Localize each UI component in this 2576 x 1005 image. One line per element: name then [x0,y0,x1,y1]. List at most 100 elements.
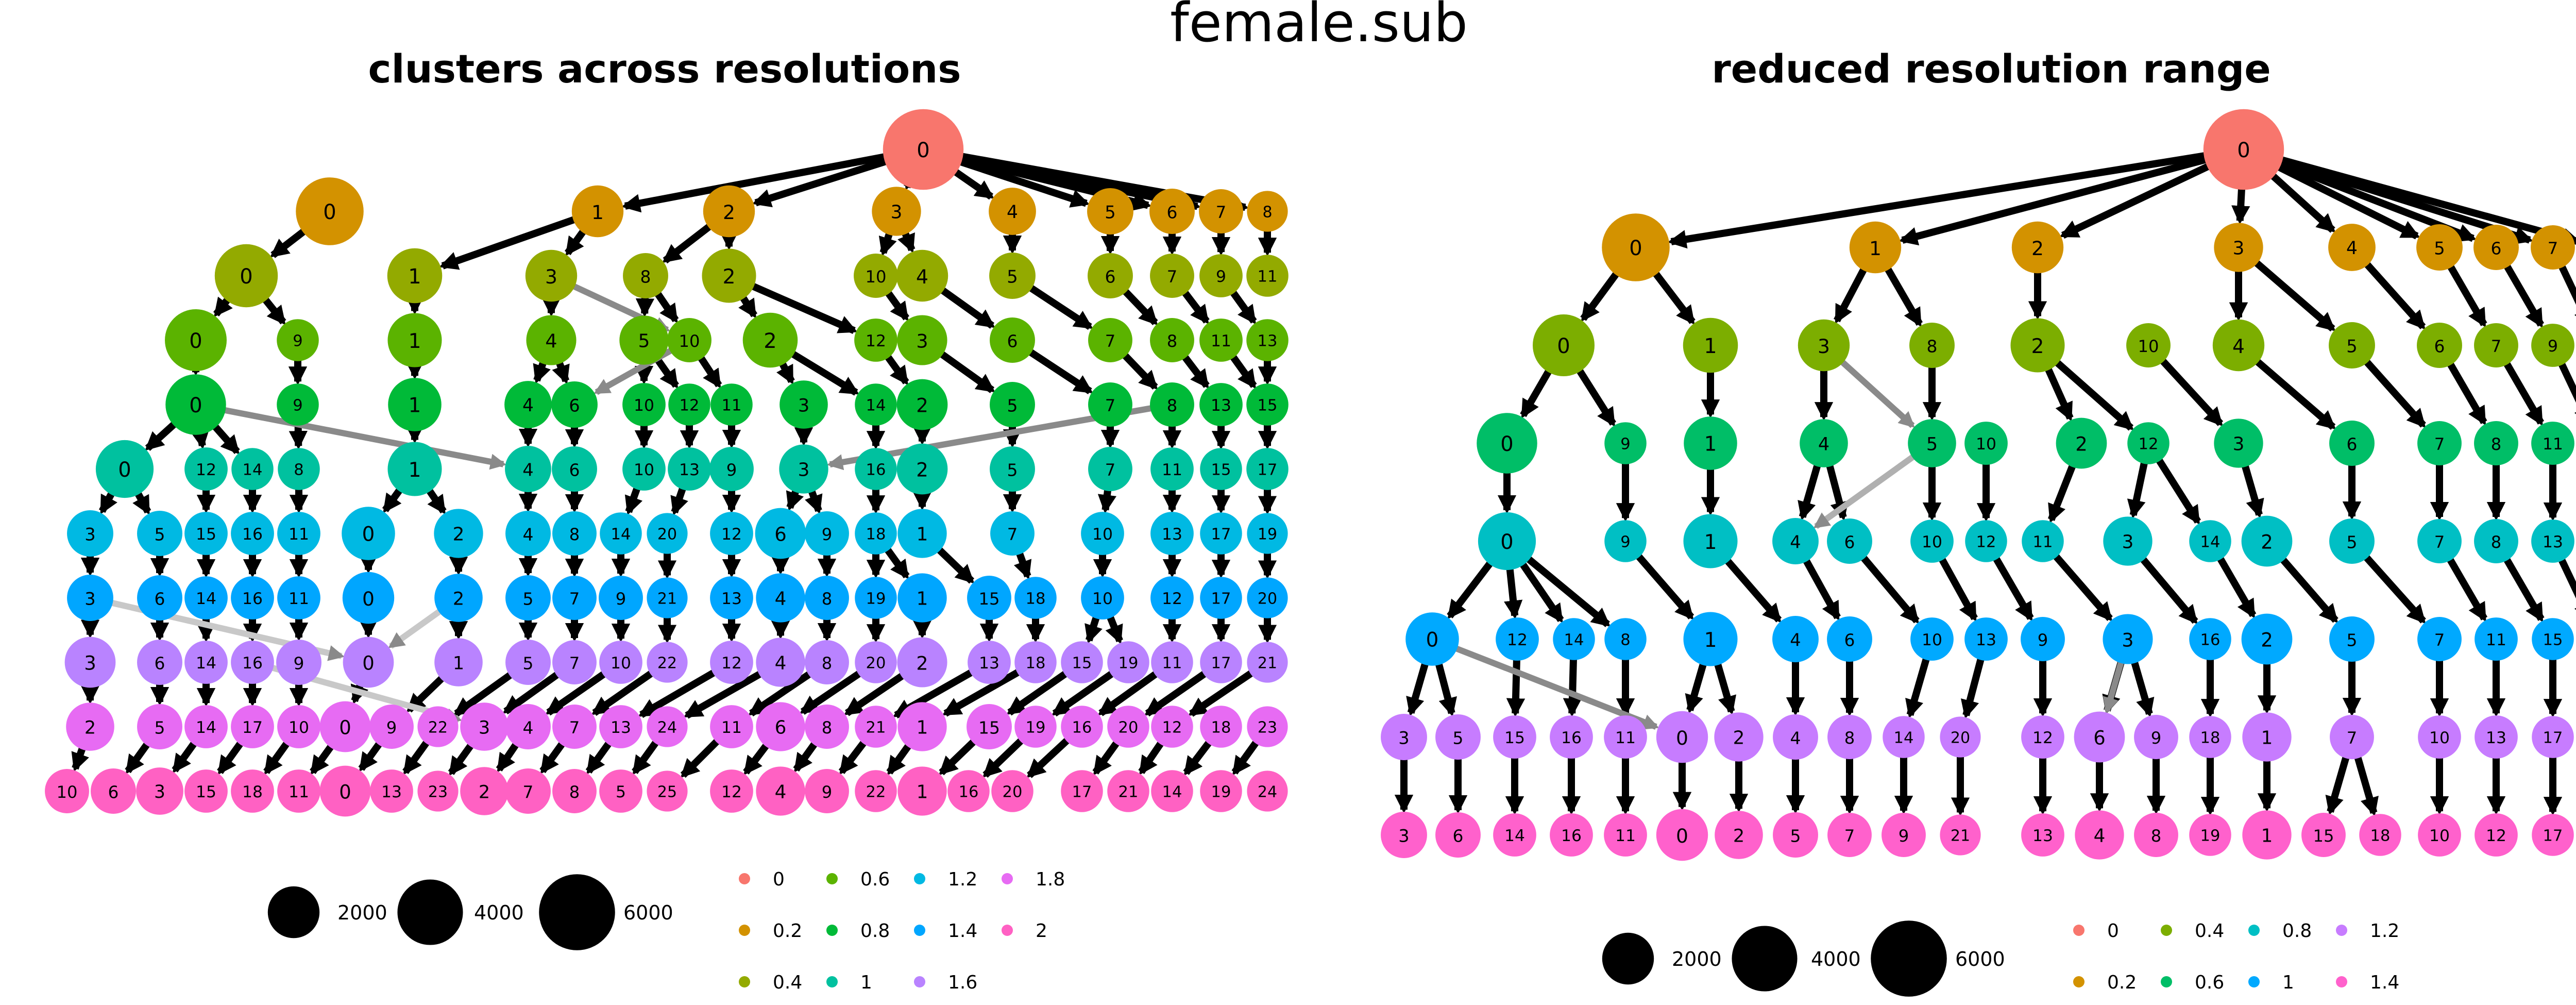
cluster-node: 4 [989,188,1036,235]
cluster-node: 16 [1550,715,1593,759]
cluster-node-circle [1478,512,1536,571]
cluster-node-label: 14 [1162,783,1182,801]
cluster-node-label: 7 [569,589,580,609]
cluster-node-label: 5 [616,783,626,801]
cluster-node: 0 [342,572,395,624]
tree-edge [621,152,890,213]
cluster-node: 0 [214,244,278,308]
cluster-node-circle [1656,809,1708,861]
tree-edge [884,289,909,322]
cluster-node: 2 [703,185,755,238]
cluster-node-label: 8 [1844,728,1855,748]
tree-edge [2502,556,2545,623]
cluster-node-label: 16 [866,461,886,479]
tree-edge [2252,357,2336,430]
cluster-node-circle [1604,520,1647,562]
tree-edge [1802,557,1841,621]
color-legend-label: 0 [773,869,785,890]
cluster-node-label: 10 [289,718,309,737]
cluster-node: 14 [855,383,897,426]
cluster-node-circle [1247,770,1288,812]
cluster-node-label: 9 [822,525,832,544]
cluster-node-label: 9 [1620,533,1630,551]
size-legend-label: 4000 [474,901,524,924]
cluster-node-label: 13 [2543,533,2563,551]
cluster-node-label: 11 [1162,461,1182,479]
color-legend-swatch [2336,925,2347,936]
cluster-node-circle [2531,225,2575,270]
cluster-node-circle [342,572,395,624]
cluster-node-label: 20 [1951,729,1970,747]
cluster-node-circle [552,446,597,492]
cluster-node-circle [1081,576,1124,619]
cluster-node-label: 6 [1167,203,1178,223]
cluster-node: 17 [1246,448,1289,490]
tree-edge [125,740,151,774]
cluster-node: 24 [1247,770,1288,812]
cluster-node: 16 [231,512,274,555]
tree-edge [591,669,655,716]
cluster-node-label: 13 [979,654,999,673]
cluster-node-circle [2474,519,2518,563]
cluster-node: 4 [896,249,948,302]
cluster-node-label: 0 [323,200,336,224]
tree-edge [1406,660,1430,716]
cluster-node: 15 [2532,618,2574,660]
cluster-node: 2 [742,312,798,368]
tree-edge [2557,556,2576,622]
color-legend-label: 0 [2107,920,2119,942]
cluster-node-circle [854,254,898,298]
cluster-node-label: 2 [1733,826,1744,847]
tree-edge [2362,357,2426,428]
tree-edge [1580,268,1622,322]
cluster-node-label: 8 [569,782,580,802]
color-legend-label: 1 [2282,972,2294,993]
cluster-node: 0 [319,701,371,752]
cluster-node-label: 4 [522,460,533,480]
cluster-node-circle [2532,716,2574,758]
cluster-node-circle [231,641,274,684]
cluster-node-label: 10 [679,331,700,351]
tree-edge [2446,262,2487,328]
cluster-node: 19 [1247,513,1288,554]
cluster-node-circle [1849,221,1902,274]
cluster-node-label: 19 [866,590,886,608]
tree-edge [2127,460,2148,519]
cluster-node: 5 [137,704,182,749]
cluster-node: 23 [417,770,459,812]
cluster-node-label: 14 [866,397,886,415]
cluster-node: 10 [622,383,666,426]
cluster-node-circle [883,109,964,190]
cluster-node: 21 [1940,814,1981,856]
tree-edge [585,739,613,775]
cluster-node-circle [1714,712,1764,762]
cluster-node: 11 [1604,813,1647,857]
cluster-node: 12 [668,383,710,426]
cluster-node: 11 [277,512,320,555]
tree-edge [310,742,336,775]
cluster-node-circle [184,705,228,748]
tree-edge [1650,268,1696,325]
cluster-node-label: 21 [866,719,886,737]
cluster-node-label: 17 [1258,461,1278,479]
tree-edge [1504,565,1523,619]
tree-edge [1518,559,1564,624]
cluster-node-circle [896,443,948,495]
cluster-node-label: 10 [1922,533,1942,551]
cluster-node: 4 [756,638,805,687]
cluster-node: 1 [1683,514,1738,568]
cluster-node-circle [967,576,1011,620]
cluster-node: 22 [855,770,897,812]
cluster-node: 1 [388,378,442,431]
cluster-node: 10 [854,254,898,298]
cluster-node: 18 [231,769,274,813]
cluster-node-label: 4 [916,265,928,288]
cluster-node: 15 [2301,813,2346,857]
color-legend-swatch [2161,925,2172,936]
panel-title-clusters-across-resolutions: clusters across resolutions [368,46,961,92]
cluster-node-label: 8 [822,718,832,738]
cluster-node-circle [779,380,828,429]
cluster-node-label: 0 [1500,432,1513,456]
cluster-node-label: 1 [2261,826,2273,847]
